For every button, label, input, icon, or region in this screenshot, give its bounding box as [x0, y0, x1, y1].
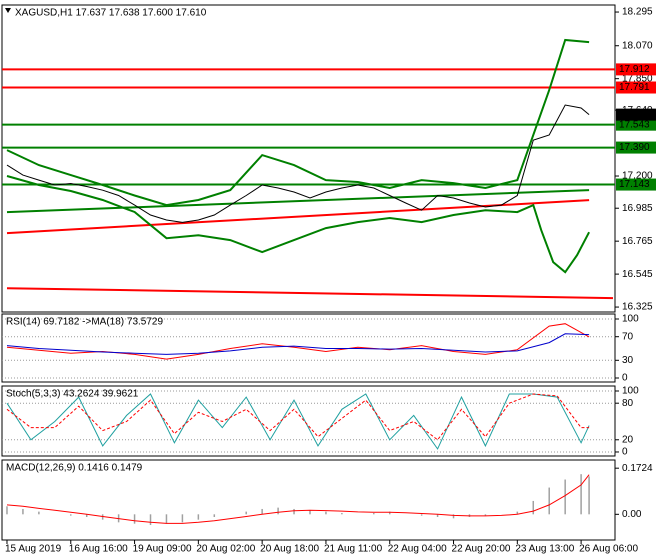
y-tick-label: 16.545 — [622, 269, 653, 280]
level-label: 17.543 — [619, 119, 650, 130]
level-label: 17.791 — [619, 82, 650, 93]
series-line — [6, 474, 590, 524]
y-tick-label: 100 — [622, 386, 639, 397]
panel-frame — [1, 4, 616, 313]
series-line — [6, 287, 614, 300]
y-tick-label: 18.295 — [622, 7, 653, 18]
series-line — [6, 199, 590, 235]
series-line — [6, 333, 590, 355]
x-tick-label: 26 Aug 06:00 — [579, 544, 638, 555]
y-tick-label: 70 — [622, 331, 634, 342]
y-tick-label: 100 — [622, 314, 639, 325]
x-tick-label: 16 Aug 16:00 — [69, 544, 128, 555]
x-tick-label: 23 Aug 13:00 — [515, 544, 574, 555]
level-label: 17.143 — [619, 179, 650, 190]
x-tick-label: 22 Aug 04:00 — [388, 544, 447, 555]
series-line — [6, 393, 590, 441]
series-line — [6, 175, 590, 274]
series-line — [6, 104, 590, 223]
panel-frame — [1, 313, 616, 383]
level-tag — [616, 63, 656, 76]
panel-frame — [1, 385, 616, 457]
panel-frame — [1, 459, 616, 541]
x-tick-label: 20 Aug 02:00 — [196, 544, 255, 555]
x-tick-label: 22 Aug 20:00 — [452, 544, 511, 555]
panel-title: MACD(12,26,9) 0.1416 0.1479 — [6, 463, 143, 474]
price-tag — [616, 108, 656, 121]
series-line — [6, 189, 590, 214]
panel-title: RSI(14) 69.7182 ->MA(18) 73.5729 — [6, 317, 163, 328]
x-tick-label: 21 Aug 11:00 — [324, 544, 383, 555]
y-tick-label: 30 — [622, 355, 634, 366]
y-tick-label: 0 — [622, 373, 628, 384]
y-tick-label: 0.1724 — [622, 463, 653, 474]
menu-icon — [5, 8, 11, 13]
y-tick-label: 20 — [622, 434, 634, 445]
y-tick-label: 18.070 — [622, 40, 653, 51]
y-tick-label: 16.765 — [622, 236, 653, 247]
level-tag — [616, 141, 656, 154]
panel-title: Stoch(5,3,3) 43.2624 39.9621 — [6, 389, 139, 400]
panel-title: XAGUSD,H1 17.637 17.638 17.600 17.610 — [15, 8, 207, 19]
y-tick-label: 80 — [622, 398, 634, 409]
level-tag — [616, 178, 656, 191]
series-line — [6, 38, 590, 207]
level-tag — [616, 118, 656, 131]
x-tick-label: 20 Aug 18:00 — [260, 544, 319, 555]
y-tick-label: 16.985 — [622, 203, 653, 214]
y-tick-label: 17.200 — [622, 171, 653, 182]
y-tick-label: 0.00 — [622, 509, 642, 520]
y-tick-label: 16.325 — [622, 302, 653, 313]
y-tick-label: 17.850 — [622, 73, 653, 84]
price-label: 17.610 — [619, 109, 650, 120]
y-tick-label: 0 — [622, 447, 628, 458]
level-tag — [616, 81, 656, 94]
level-label: 17.912 — [619, 64, 650, 75]
level-label: 17.390 — [619, 142, 650, 153]
x-tick-label: 15 Aug 2019 — [5, 544, 62, 555]
x-tick-label: 19 Aug 09:00 — [133, 544, 192, 555]
